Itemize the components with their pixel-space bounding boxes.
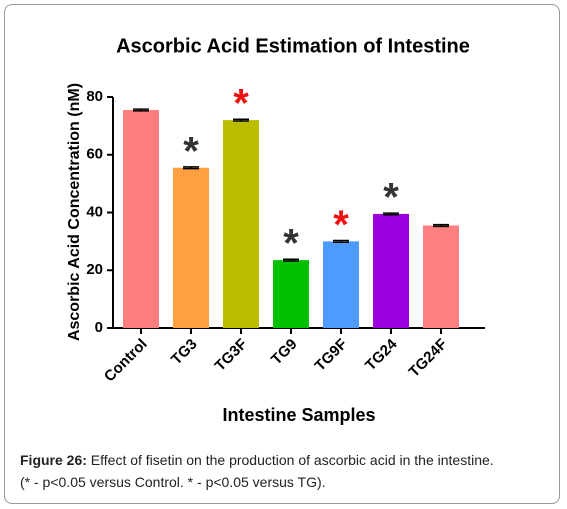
error-bar: [283, 258, 299, 262]
x-tick-label: TG24: [362, 335, 401, 374]
bar: [273, 260, 309, 328]
y-tick-label: 60: [86, 146, 103, 163]
significance-marker: *: [233, 82, 249, 126]
error-bar: [133, 108, 149, 112]
x-tick-label: TG9: [268, 336, 301, 369]
caption-note: (* - p<0.05 versus Control. * - p<0.05 v…: [20, 474, 326, 490]
bar: [223, 120, 259, 328]
chart-title: Ascorbic Acid Estimation of Intestine: [116, 35, 470, 57]
x-tick-label: TG3F: [212, 336, 251, 375]
x-tick-label: TG9F: [312, 336, 351, 375]
significance-marker: *: [283, 222, 299, 266]
error-bar: [333, 239, 349, 243]
x-tick-label: Control: [101, 336, 151, 386]
y-tick-label: 40: [86, 203, 103, 220]
significance-marker: *: [383, 176, 399, 220]
figure-frame: [4, 4, 560, 504]
x-tick-label: TG3: [168, 336, 201, 369]
y-tick-label: 0: [95, 319, 103, 336]
chart: Ascorbic Acid Estimation of Intestine In…: [66, 35, 485, 425]
x-axis-title: Intestine Samples: [222, 405, 375, 425]
bar: [373, 213, 409, 328]
caption: Figure 26: Effect of fisetin on the prod…: [20, 449, 550, 493]
y-axis-title: Ascorbic Acid Concentration (nM): [66, 83, 83, 341]
error-bar: [183, 166, 199, 170]
x-tick-label: TG24F: [406, 336, 451, 381]
caption-label: Figure 26:: [20, 452, 87, 468]
bar: [323, 241, 359, 328]
bar: [123, 109, 159, 329]
significance-marker: *: [333, 203, 349, 247]
bar: [173, 167, 209, 328]
caption-text: Effect of fisetin on the production of a…: [90, 452, 494, 468]
bar: [423, 225, 459, 328]
significance-marker: *: [183, 129, 199, 173]
error-bar: [383, 212, 399, 216]
y-tick-label: 80: [86, 88, 103, 105]
y-tick-label: 20: [86, 261, 103, 278]
error-bar: [233, 118, 249, 122]
error-bar: [433, 223, 449, 228]
